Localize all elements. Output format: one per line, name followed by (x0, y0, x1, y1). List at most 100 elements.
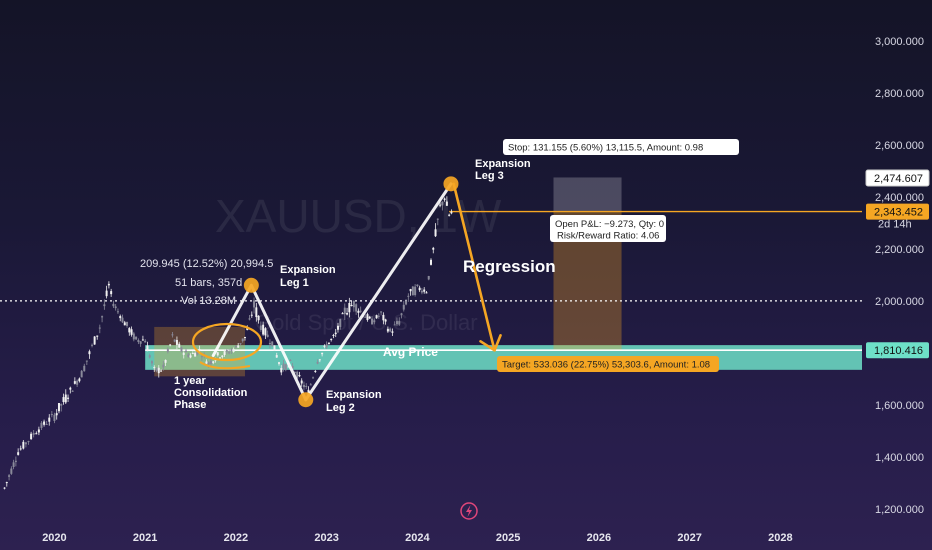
candle-body (78, 378, 81, 382)
candle-body (262, 324, 265, 335)
candle-body (40, 422, 43, 428)
candle-body (300, 380, 303, 384)
candle-body (69, 387, 72, 390)
candle-body (173, 339, 176, 342)
candle-body (80, 370, 83, 378)
price-tag-text: 1,810.416 (874, 345, 923, 357)
candle-body (110, 291, 113, 295)
candle-body (150, 361, 153, 364)
candle-body (316, 361, 319, 364)
candle-body (436, 218, 439, 220)
candle-body (355, 304, 358, 312)
target-info-box[interactable]: Target: 533.036 (22.75%) 53,303.6, Amoun… (497, 356, 719, 372)
price-tag-bg (866, 203, 929, 220)
candle-body (275, 355, 278, 358)
x-tick-label: 2022 (224, 532, 248, 544)
candle-body (271, 341, 274, 347)
candle-body (171, 334, 174, 336)
pnl-info-box[interactable]: Open P&L: −9.273, Qty: 0 Risk/Reward Rat… (550, 215, 666, 242)
candle-body (264, 328, 267, 336)
candle-body (248, 318, 251, 320)
candle-body (343, 307, 346, 315)
candle-body (24, 442, 27, 445)
candle-body (139, 341, 142, 344)
candle-body (302, 384, 305, 388)
candle-body (209, 360, 212, 364)
y-tick-label: 3,000.000 (875, 36, 924, 48)
candles-layer (3, 196, 453, 490)
candle-body (411, 286, 414, 296)
consolidation-label-2: Consolidation (174, 387, 248, 399)
candle-body (402, 304, 405, 310)
candle-body (323, 345, 326, 347)
x-axis[interactable]: 2020 2021 2022 2023 2024 2025 2026 2027 2028 (42, 532, 792, 544)
candle-body (223, 351, 226, 355)
candle-body (119, 316, 122, 319)
position-layer (553, 177, 622, 351)
candle-body (266, 334, 269, 338)
leg2-label-1: Expansion (326, 389, 382, 401)
consolidation-ellipse (191, 322, 263, 362)
candle-body (10, 468, 13, 474)
candle-body (175, 339, 178, 345)
candle-body (126, 321, 129, 326)
candle-body (257, 315, 260, 321)
candle-body (207, 362, 210, 365)
candle-body (67, 397, 70, 399)
x-tick-label: 2027 (677, 532, 701, 544)
candle-body (441, 201, 444, 206)
candle-body (12, 462, 15, 468)
candle-body (389, 328, 392, 332)
candle-body (278, 362, 281, 364)
candle-body (393, 324, 396, 326)
candle-body (414, 286, 417, 296)
candle-body (318, 359, 321, 361)
candle-body (307, 389, 310, 396)
candle-body (293, 371, 296, 373)
candle-body (312, 377, 315, 379)
y-tick-label: 1,600.000 (875, 400, 924, 412)
candle-body (45, 423, 48, 425)
candle-body (76, 380, 79, 385)
candle-body (241, 338, 244, 342)
measure-text-2: 51 bars, 357d (175, 277, 242, 289)
candle-body (246, 328, 249, 331)
candle-body (416, 284, 419, 287)
regression-label: Regression (463, 257, 556, 276)
candle-body (32, 433, 35, 435)
candle-body (85, 360, 88, 362)
candle-body (364, 316, 367, 318)
symbol-watermark-sub: Gold Spot / U.S. Dollar (255, 310, 478, 335)
candle-body (341, 313, 344, 315)
candle-body (253, 300, 256, 308)
candle-body (225, 350, 228, 352)
candle-body (198, 349, 201, 351)
candle-body (296, 371, 299, 379)
candle-body (153, 367, 156, 369)
x-tick-label: 2028 (768, 532, 792, 544)
candle-body (273, 345, 276, 351)
candle-body (157, 367, 160, 374)
stop-info-box[interactable]: Stop: 131.155 (5.60%) 13,115.5, Amount: … (503, 139, 739, 155)
candle-body (123, 322, 126, 326)
candle-body (305, 385, 308, 387)
candle-body (146, 345, 149, 352)
candle-body (430, 259, 432, 265)
candle-body (182, 352, 185, 355)
candle-body (43, 421, 46, 425)
candle-body (398, 321, 401, 325)
candle-body (234, 345, 237, 347)
candle-body (101, 316, 104, 318)
y-axis[interactable]: 1,200.0001,400.0001,600.0001,800.0002,00… (875, 36, 924, 516)
candle-body (380, 311, 383, 313)
candle-body (212, 361, 215, 363)
candle-body (8, 475, 11, 477)
candle-body (144, 340, 147, 343)
pattern-leg-line (304, 182, 453, 402)
lightning-bolt-icon[interactable] (460, 502, 478, 520)
candle-body (162, 364, 165, 368)
candle-body (114, 306, 117, 309)
x-tick-label: 2025 (496, 532, 520, 544)
